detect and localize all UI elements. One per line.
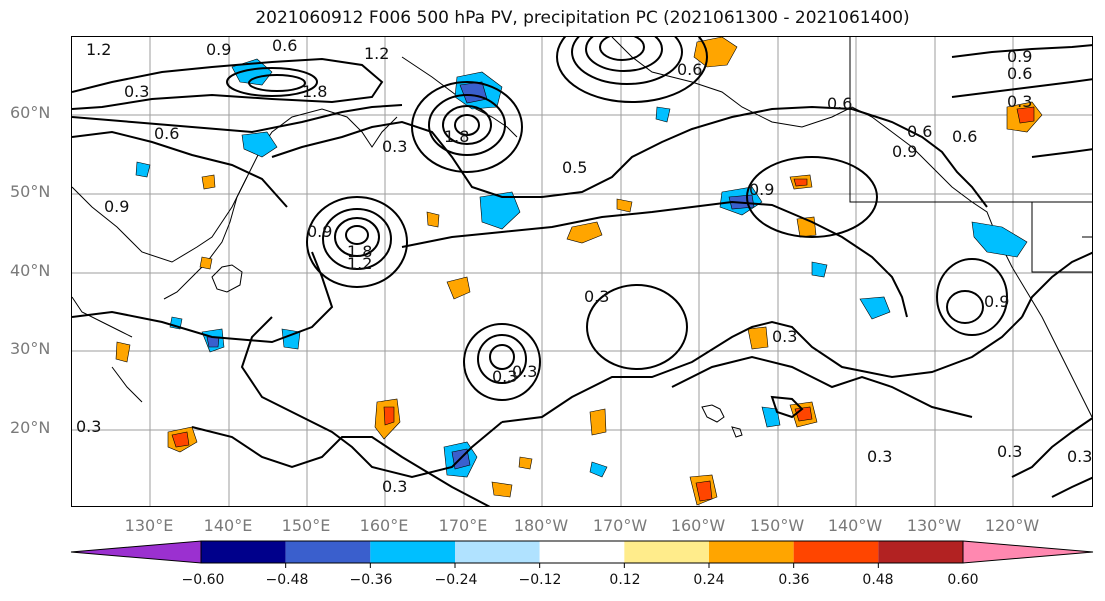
contour-label-group: 1.2 0.9 0.6 1.2 0.3 1.8 0.3 0.6 0.9 0.3 … [76,37,1092,496]
colorbar-outline [200,540,964,564]
map-panel: 1.2 0.9 0.6 1.2 0.3 1.8 0.3 0.6 0.9 0.3 … [71,36,1093,507]
contour-label: 0.6 [1007,64,1032,83]
contour-label: 0.3 [124,82,149,101]
contour-label: 0.3 [997,442,1022,461]
colorbar-segment [539,541,625,563]
contour-label: 1.2 [86,40,111,59]
contour-label: 0.9 [206,40,231,59]
contour-label: 0.9 [892,142,917,161]
lat-label-20n: 20°N [10,418,51,437]
lat-label-50n: 50°N [10,182,51,201]
colorbar-segment [370,541,455,563]
contour-label: 0.3 [512,362,537,381]
colorbar-segment [285,541,371,563]
contour-label: 0.3 [76,417,101,436]
lon-label-130e: 130°E [124,516,174,535]
lat-label-40n: 40°N [10,261,51,280]
contour-label: 1.2 [347,254,372,273]
colorbar-tick-label: 0.48 [862,572,894,588]
lon-label-130w: 130°W [906,516,962,535]
contour-label: 1.8 [347,242,372,261]
contour-label: 0.3 [772,327,797,346]
colorbar-tick-label: 0.36 [778,572,810,588]
lat-label-30n: 30°N [10,339,51,358]
colorbar-tick-label: −0.24 [434,572,478,588]
colorbar-segment [793,541,879,563]
contour-label: 0.3 [1067,447,1092,466]
colorbar-segment [709,541,794,563]
lon-label-140e: 140°E [203,516,253,535]
graticule [72,37,1092,506]
colorbar-extend-low [70,540,202,564]
lon-label-160w: 160°W [670,516,726,535]
contour-label: 0.6 [154,124,179,143]
contour-label: 0.3 [584,287,609,306]
pv-contours [72,37,1092,506]
contour-label: 0.3 [1007,92,1032,111]
contour-label: 0.9 [307,222,332,241]
contour-label: 0.9 [749,180,774,199]
lat-label-60n: 60°N [10,103,51,122]
contour-label: 0.9 [104,197,129,216]
lon-label-180w: 180°W [513,516,569,535]
contour-label: 1.8 [444,127,469,146]
colorbar-segments [70,540,1094,564]
colorbar-segment [624,541,709,563]
colorbar-tick-label: 0.24 [693,572,725,588]
lon-label-150e: 150°E [281,516,331,535]
contour-label: 0.6 [272,37,297,55]
lon-label-140w: 140°W [827,516,883,535]
colorbar-tick-label: −0.60 [181,572,225,588]
colorbar-tick-label: −0.48 [265,572,309,588]
lon-label-170w: 170°W [592,516,648,535]
contour-label: 0.6 [827,94,852,113]
lon-label-150w: 150°W [749,516,805,535]
colorbar-tick-label: −0.12 [518,572,562,588]
colorbar-extend-high [962,540,1094,564]
contour-label: 1.8 [302,82,327,101]
contour-label: 0.5 [562,158,587,177]
colorbar-segment [201,541,286,563]
contour-label: 0.3 [492,367,517,386]
contour-label: 1.2 [364,44,389,63]
colorbar-tick-marks [285,563,879,568]
colorbar-segment [878,541,963,563]
precip-shading [115,37,1043,506]
map-title: 2021060912 F006 500 hPa PV, precipitatio… [255,8,910,28]
contour-label: 0.3 [382,137,407,156]
lon-label-160e: 160°E [359,516,409,535]
colorbar-segment [455,541,540,563]
lon-label-120w: 120°W [984,516,1040,535]
contour-label: 0.9 [1007,47,1032,66]
lon-label-170e: 170°E [438,516,488,535]
map-canvas: 1.2 0.9 0.6 1.2 0.3 1.8 0.3 0.6 0.9 0.3 … [72,37,1092,506]
contour-label: 0.6 [952,127,977,146]
contour-label: 0.6 [677,60,702,79]
colorbar-tick-label: −0.36 [349,572,393,588]
colorbar-tick-label: 0.60 [947,572,979,588]
contour-label: 0.6 [907,122,932,141]
contour-label: 0.3 [382,477,407,496]
contour-label: 0.3 [867,447,892,466]
contour-label: 0.9 [984,292,1009,311]
colorbar-tick-label: 0.12 [609,572,641,588]
